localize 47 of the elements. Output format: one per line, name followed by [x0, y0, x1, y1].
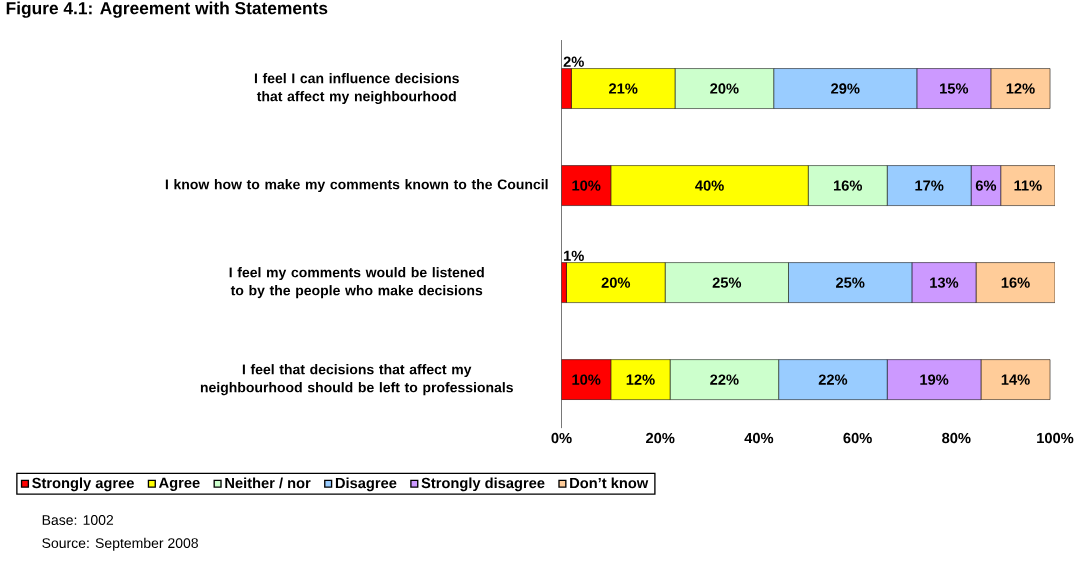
data-label: 21%: [609, 83, 638, 94]
data-label: 17%: [915, 180, 944, 191]
data-label: 2%: [563, 56, 584, 67]
y-tick-label: I know how to make my comments known to the Council: [165, 178, 548, 193]
data-label: 40%: [695, 180, 724, 191]
x-tick-label: 60%: [843, 432, 872, 444]
y-tick-label: I feel that decisions that affect my neighbourhood should be left to professionals: [200, 363, 513, 396]
legend-label: Strongly agree: [32, 477, 134, 492]
x-tick-label: 20%: [646, 432, 675, 444]
y-tick-label: I feel I can influence decisions that affect my neighbourhood: [254, 72, 459, 105]
legend-label: Don’t know: [570, 477, 649, 489]
data-label: 11%: [1014, 180, 1042, 191]
bar: [980, 359, 1051, 400]
x-tick-label: 40%: [744, 432, 774, 444]
bar: [990, 68, 1051, 109]
legend-label: Neither / nor: [225, 477, 311, 489]
data-label: 19%: [920, 374, 949, 385]
data-label: 16%: [1001, 277, 1030, 288]
bar: [1000, 165, 1055, 206]
data-label: 15%: [940, 83, 969, 94]
x-tick-label: 80%: [942, 432, 971, 444]
data-label: 10%: [572, 180, 601, 191]
data-label: 29%: [831, 83, 860, 94]
text: Base: 1002: [42, 515, 114, 525]
bar: [975, 262, 1055, 303]
x-tick-label: 100%: [1037, 432, 1074, 444]
data-label: 12%: [1006, 83, 1035, 94]
data-label: 25%: [712, 277, 742, 288]
legend-label: Agree: [158, 477, 200, 491]
legend-label: Strongly disagree: [421, 477, 545, 492]
data-label: 12%: [626, 374, 655, 385]
data-label: 13%: [930, 277, 959, 288]
data-label: 22%: [818, 374, 848, 385]
data-label: 10%: [572, 374, 601, 385]
source-note: Source: September 2008: [42, 537, 198, 551]
legend-label: Disagree: [335, 477, 397, 492]
data-label: 20%: [601, 277, 631, 288]
data-label: 25%: [836, 277, 865, 288]
data-label: 22%: [710, 374, 739, 385]
data-label: 14%: [1001, 374, 1030, 385]
data-label: 20%: [710, 83, 739, 94]
data-label: 1%: [564, 250, 584, 261]
text: Figure 4.1: Agreement with Statements: [6, 1, 328, 18]
y-tick-label: I feel my comments would be listened to by the people who make decisions: [229, 266, 484, 299]
x-tick-label: 0%: [551, 432, 572, 444]
data-label: 16%: [833, 180, 863, 191]
data-label: 6%: [975, 180, 997, 191]
